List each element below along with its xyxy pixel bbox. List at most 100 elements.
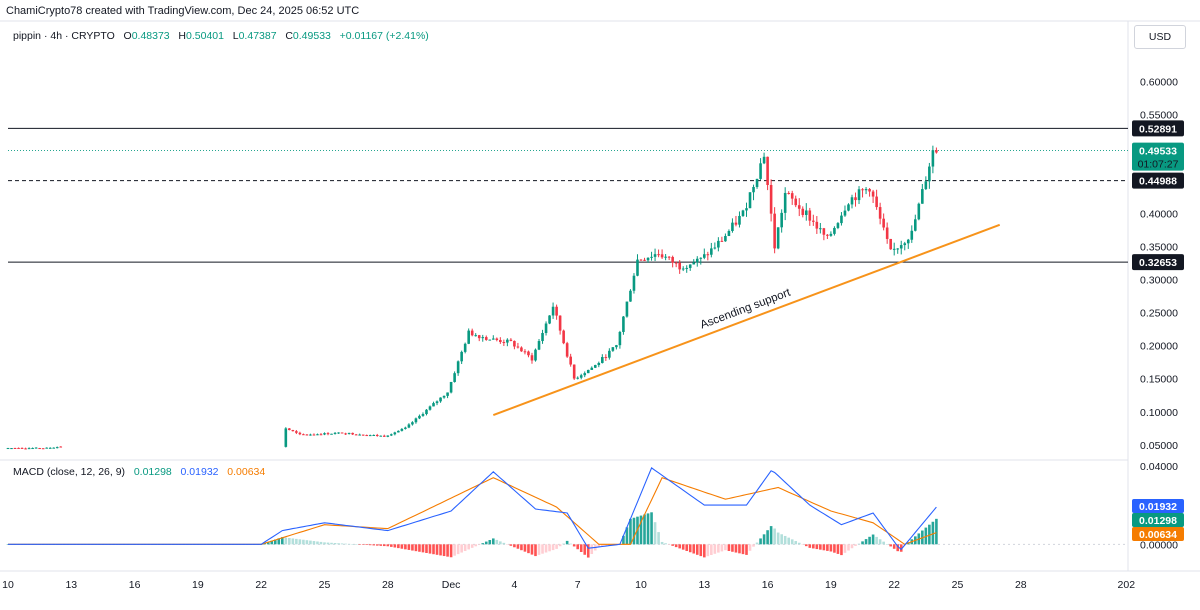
price-tick-label: 0.25000 bbox=[1140, 308, 1178, 320]
macd-histogram-bar bbox=[861, 541, 864, 545]
price-level-lines[interactable] bbox=[8, 127, 1128, 263]
price-tick-label: 0.05000 bbox=[1140, 440, 1178, 452]
candle-body bbox=[347, 432, 351, 434]
macd-histogram-bar bbox=[368, 544, 372, 546]
trendline-group[interactable]: Ascending support bbox=[492, 223, 1001, 416]
candlestick-series bbox=[6, 145, 938, 450]
candle-body bbox=[864, 189, 868, 191]
macd-histogram-bar bbox=[717, 544, 720, 553]
macd-histogram-bar bbox=[671, 544, 674, 546]
macd-histogram-bar bbox=[667, 544, 671, 545]
macd-histogram-bar bbox=[583, 544, 587, 555]
candle-body bbox=[622, 316, 625, 332]
candle-body bbox=[390, 434, 393, 436]
candle-body bbox=[608, 350, 611, 358]
candle-body bbox=[555, 306, 558, 316]
candle-body bbox=[530, 355, 534, 361]
candle-body bbox=[460, 351, 463, 362]
macd-histogram-bar bbox=[769, 526, 773, 545]
macd-histogram-bar bbox=[330, 542, 333, 545]
macd-histogram-bar bbox=[390, 544, 393, 547]
macd-histogram-bar bbox=[463, 544, 467, 551]
price-tick-label: 0.35000 bbox=[1140, 242, 1178, 254]
macd-histogram-bar bbox=[340, 543, 344, 545]
macd-histogram-bar bbox=[692, 544, 696, 554]
candle-body bbox=[284, 428, 288, 447]
candle-body bbox=[467, 330, 470, 344]
candle-body bbox=[586, 369, 590, 374]
macd-histogram-bar bbox=[404, 544, 407, 550]
candle-body bbox=[432, 403, 435, 407]
candle-body bbox=[10, 448, 13, 450]
candle-body bbox=[305, 434, 309, 436]
macd-histogram-bar bbox=[442, 544, 446, 557]
macd-histogram-bar bbox=[481, 543, 485, 545]
candle-body bbox=[720, 240, 724, 242]
macd-histogram-bar bbox=[284, 537, 288, 545]
candle-body bbox=[513, 340, 516, 347]
candle-body bbox=[921, 189, 924, 204]
macd-histogram-bar bbox=[688, 544, 692, 553]
ascending-support-line[interactable] bbox=[492, 223, 1001, 416]
currency-button[interactable]: USD bbox=[1134, 25, 1186, 49]
candle-body bbox=[892, 248, 896, 250]
price-tick-label: 0.15000 bbox=[1140, 374, 1178, 386]
macd-histogram-bar bbox=[277, 538, 281, 545]
candle-body bbox=[24, 448, 27, 450]
candle-body bbox=[829, 233, 833, 236]
candle-body bbox=[850, 197, 854, 205]
macd-histogram-bar bbox=[411, 544, 414, 551]
candle-body bbox=[790, 193, 794, 199]
macd-histogram-bar bbox=[783, 535, 787, 545]
time-tick-label: 25 bbox=[319, 579, 331, 591]
candle-body bbox=[59, 446, 63, 448]
symbol-title[interactable]: pippin · 4h · CRYPTO bbox=[13, 30, 115, 42]
macd-histogram-bar bbox=[347, 543, 351, 545]
candle-body bbox=[495, 338, 499, 341]
candle-body bbox=[291, 430, 295, 432]
macd-histogram-bar bbox=[312, 541, 316, 545]
macd-value-badge bbox=[1132, 527, 1184, 541]
candle-body bbox=[288, 428, 291, 431]
macd-histogram-bar bbox=[703, 544, 706, 558]
candle-body bbox=[650, 256, 653, 258]
candle-body bbox=[885, 227, 889, 239]
macd-value-label: 0.01298 bbox=[1139, 515, 1177, 527]
candle-body bbox=[481, 337, 485, 339]
candle-body bbox=[861, 189, 864, 191]
macd-histogram-bar bbox=[752, 544, 755, 547]
macd-histogram-bar bbox=[833, 544, 836, 553]
candle-body bbox=[678, 262, 681, 270]
level-price-badge bbox=[1132, 254, 1184, 271]
candle-body bbox=[319, 434, 323, 436]
macd-histogram-bar bbox=[829, 544, 833, 552]
candle-body bbox=[590, 367, 594, 370]
candle-body bbox=[629, 290, 632, 302]
candle-body bbox=[804, 210, 808, 215]
macd-histogram-bar bbox=[801, 544, 805, 545]
macd-histogram-bar bbox=[544, 544, 548, 553]
price-tick-label: 0.20000 bbox=[1140, 341, 1178, 353]
macd-histogram-bar bbox=[569, 543, 572, 545]
macd-histogram-bar bbox=[506, 544, 509, 545]
candle-body bbox=[710, 248, 713, 255]
macd-pane bbox=[6, 467, 1128, 558]
candle-body bbox=[55, 447, 59, 449]
macd-histogram-bar bbox=[495, 539, 499, 545]
candle-body bbox=[572, 364, 576, 379]
macd-value-label: 0.01932 bbox=[1139, 501, 1177, 513]
time-axis[interactable]: 10 13 16 19 22 25 28 Dec 4 7 10 13 16 19 22 25 28 202 bbox=[2, 579, 1135, 591]
level-price-label: 0.44988 bbox=[1139, 176, 1177, 188]
candle-body bbox=[295, 431, 298, 433]
macd-histogram-bar bbox=[759, 538, 762, 545]
macd-histogram-bar bbox=[266, 541, 270, 545]
macd-title[interactable]: MACD (close, 12, 26, 9) bbox=[13, 466, 126, 478]
macd-histogram-bar bbox=[787, 537, 790, 545]
macd-histogram-bar bbox=[847, 544, 850, 551]
macd-histogram-bar bbox=[273, 539, 277, 545]
candle-body bbox=[625, 301, 629, 317]
candle-body bbox=[854, 197, 857, 201]
candle-body bbox=[463, 343, 467, 352]
candle-body bbox=[428, 406, 432, 410]
